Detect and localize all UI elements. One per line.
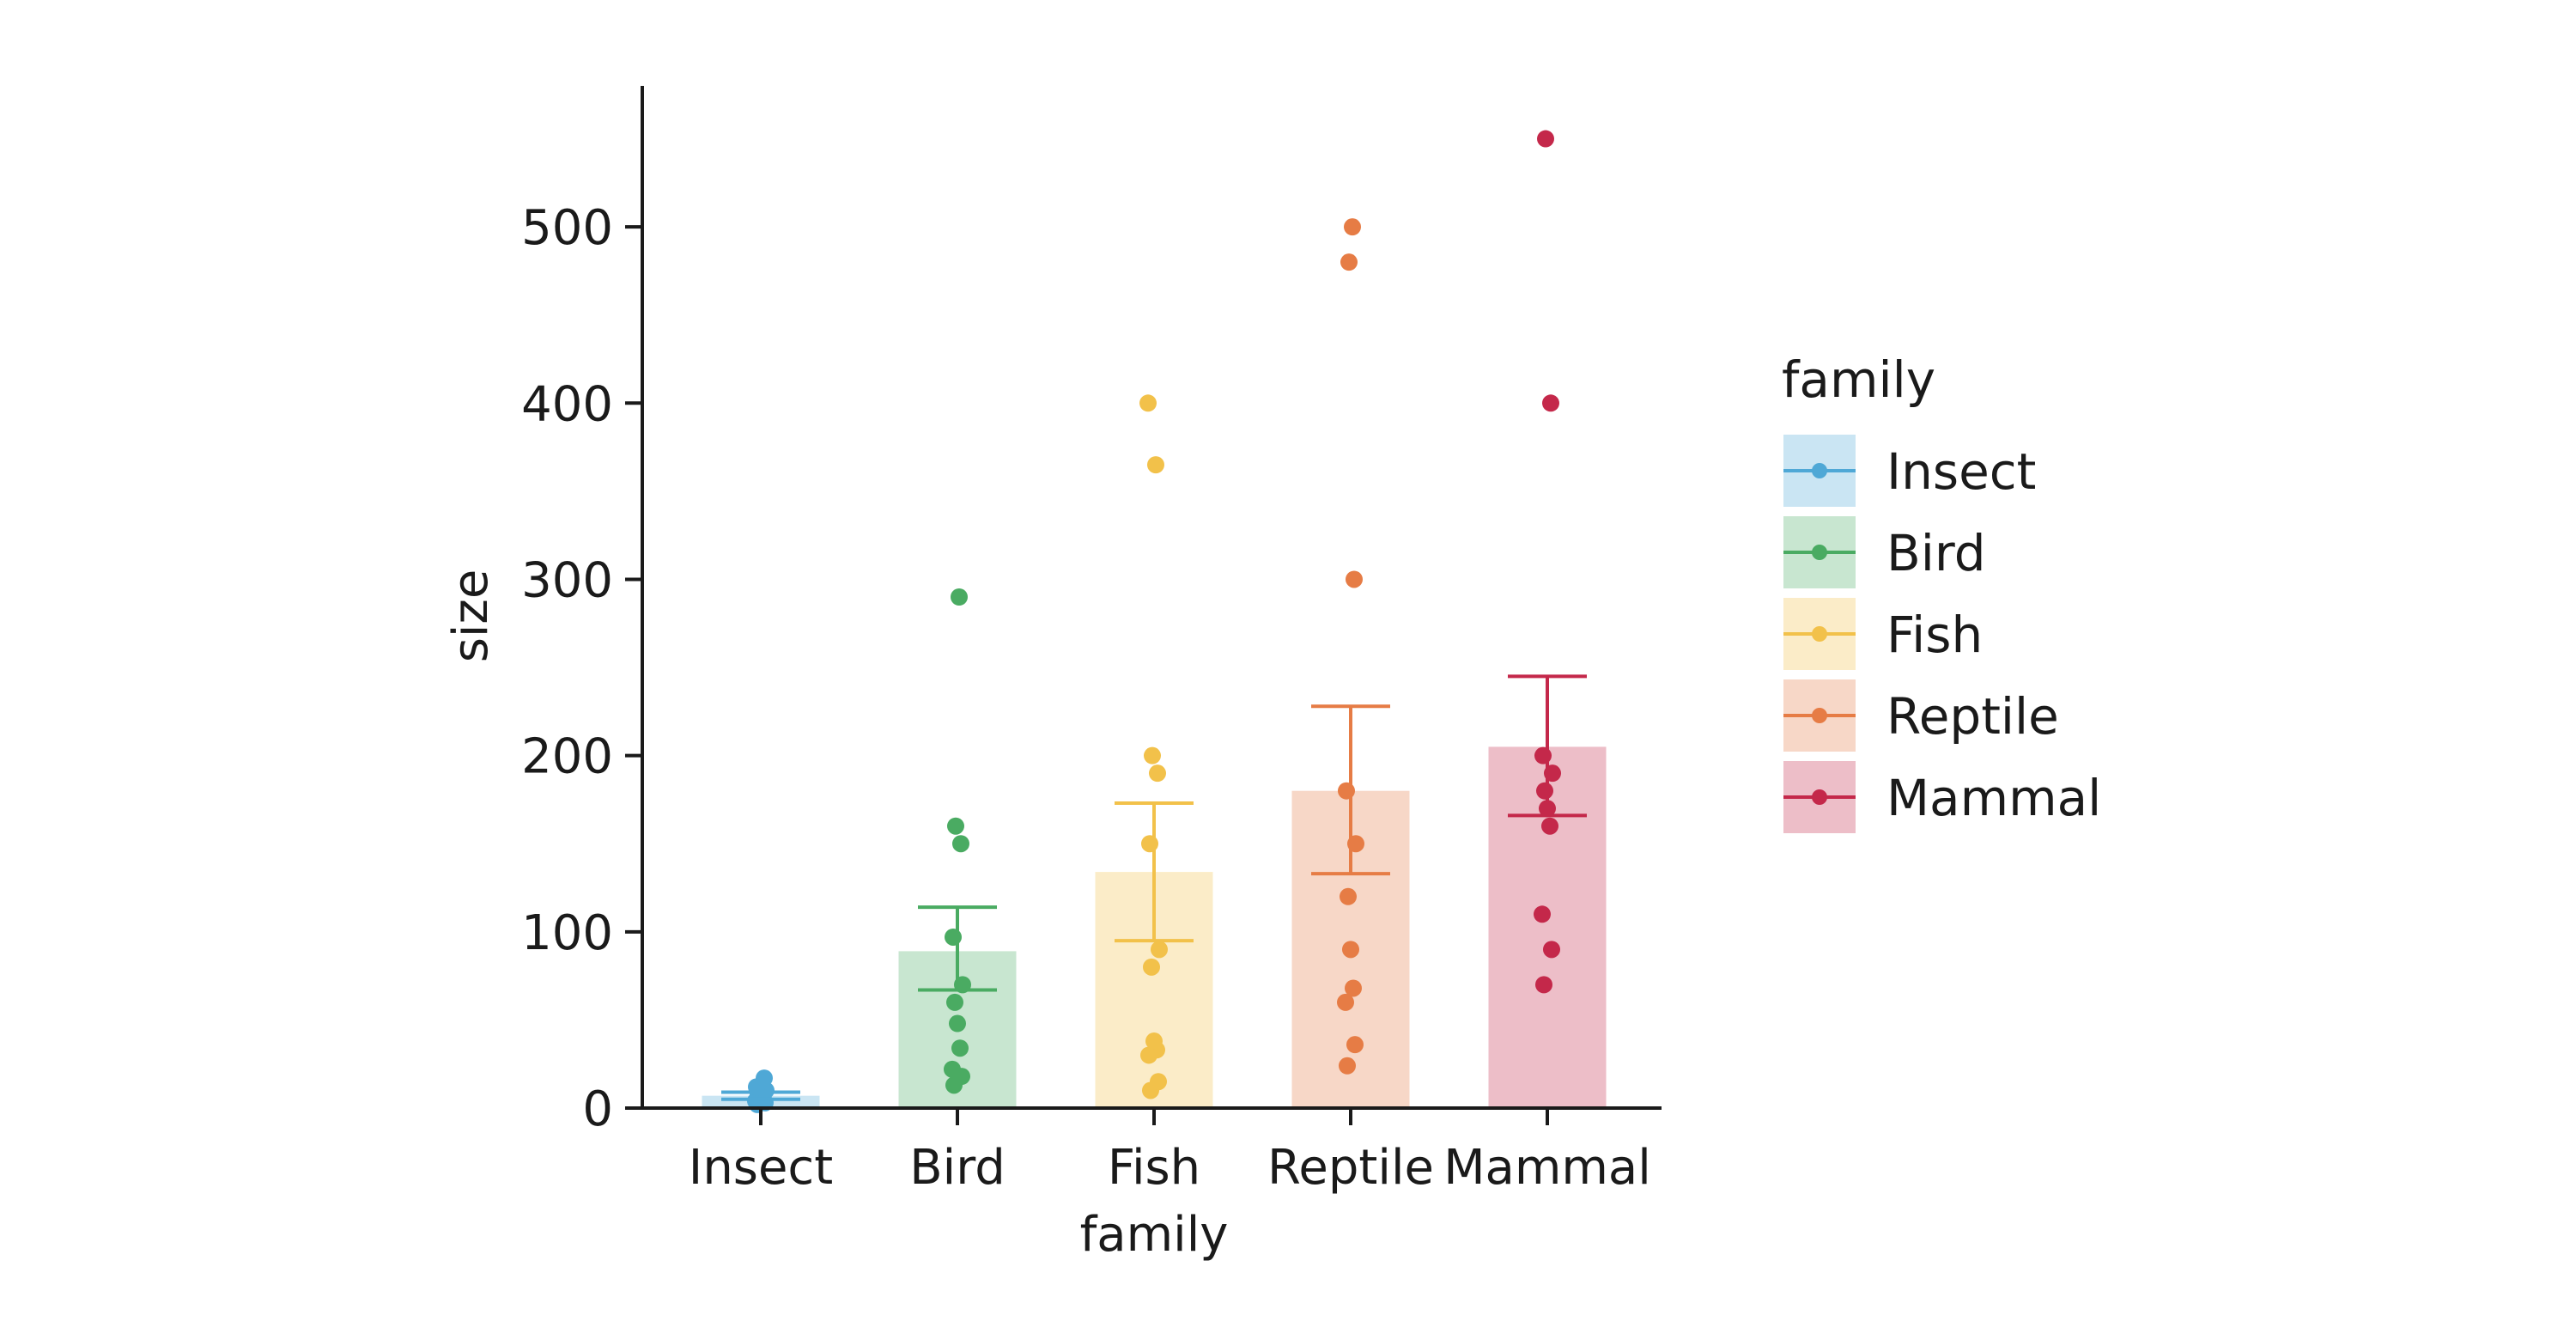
data-point-insect (756, 1069, 773, 1087)
y-tick-label: 400 (521, 376, 613, 432)
data-point-mammal (1543, 941, 1560, 959)
data-point-bird (952, 835, 969, 853)
data-point-bird (947, 817, 964, 835)
data-point-reptile (1346, 1036, 1364, 1054)
data-point-reptile (1346, 570, 1363, 588)
data-point-fish (1147, 456, 1164, 474)
data-point-fish (1143, 958, 1160, 976)
y-axis-title: size (443, 570, 499, 663)
data-point-reptile (1339, 1057, 1356, 1075)
axes (641, 86, 1662, 1110)
data-point-fish (1144, 746, 1161, 764)
legend-items: Insect Bird Fish Reptile Mammal (1783, 435, 2101, 833)
data-point-reptile (1345, 979, 1362, 997)
data-point-fish (1145, 1032, 1163, 1051)
legend-item-insect: Insect (1783, 435, 2036, 507)
legend-marker (1812, 789, 1827, 805)
legend-item-mammal: Mammal (1783, 761, 2101, 833)
y-tick-label: 300 (521, 552, 613, 608)
x-axis-title: family (1080, 1207, 1229, 1263)
y-tick-label: 0 (582, 1081, 613, 1137)
data-point-fish (1139, 394, 1157, 412)
y-ticks: 0 100 200 300 400 500 (521, 200, 642, 1137)
x-ticks: Insect Bird Fish Reptile Mammal (689, 1108, 1651, 1196)
y-tick-label: 200 (521, 729, 613, 785)
legend-item-bird: Bird (1783, 516, 1986, 588)
data-point-bird (946, 993, 963, 1011)
legend-item-fish: Fish (1783, 598, 1983, 670)
legend-marker (1812, 463, 1827, 478)
legend-title: family (1782, 350, 1935, 409)
legend-marker (1812, 708, 1827, 723)
data-point-bird (949, 1014, 966, 1032)
data-point-mammal (1541, 817, 1558, 835)
data-point-mammal (1537, 130, 1554, 148)
x-tick-label: Mammal (1443, 1140, 1651, 1196)
legend-label: Bird (1886, 524, 1986, 582)
legend-label: Reptile (1886, 687, 2059, 746)
data-point-bird (944, 1060, 961, 1078)
data-point-mammal (1534, 905, 1551, 923)
data-point-mammal (1535, 976, 1552, 994)
legend-label: Insect (1886, 442, 2036, 501)
data-point-mammal (1536, 782, 1553, 800)
y-tick-label: 100 (521, 905, 613, 961)
data-point-reptile (1340, 253, 1358, 271)
legend-label: Fish (1886, 606, 1983, 664)
data-point-reptile (1337, 993, 1354, 1011)
legend-marker (1812, 626, 1827, 642)
x-tick-label: Bird (909, 1140, 1005, 1196)
data-point-fish (1149, 764, 1166, 783)
y-tick-label: 500 (521, 200, 613, 256)
data-point-reptile (1340, 887, 1357, 905)
data-point-reptile (1344, 218, 1361, 236)
data-point-reptile (1342, 941, 1359, 959)
point-layer (747, 130, 1561, 1113)
legend-item-reptile: Reptile (1783, 679, 2059, 752)
data-point-fish (1151, 941, 1168, 959)
x-tick-label: Insect (689, 1140, 833, 1196)
x-tick-label: Reptile (1267, 1140, 1434, 1196)
legend-marker (1812, 545, 1827, 560)
data-point-mammal (1542, 394, 1559, 412)
data-point-fish (1150, 1073, 1167, 1091)
data-point-bird (951, 1039, 969, 1057)
legend: family Insect Bird Fish Reptile Mammal (1782, 350, 2101, 833)
legend-label: Mammal (1886, 769, 2101, 827)
data-point-bird (951, 588, 968, 606)
error-bar-layer (721, 674, 1587, 1101)
bar-layer (702, 746, 1607, 1108)
x-tick-label: Fish (1108, 1140, 1200, 1196)
